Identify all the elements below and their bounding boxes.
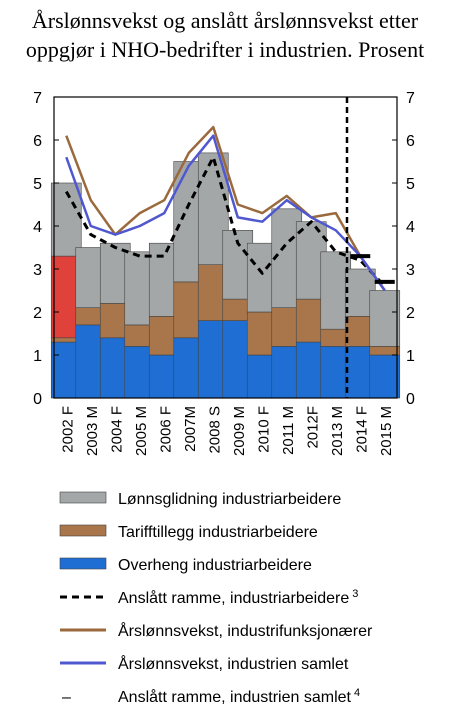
bar-segment-2002-f-s3 (50, 182, 82, 257)
legend-swatch-tarifftillegg-industriarbeidere (59, 524, 107, 537)
legend-label-anslatt-ramme-industrien-samlet: Anslått ramme, industrien samlet 4 (118, 687, 360, 706)
series-line-anslatt-ramme-industriarbeidere (64, 155, 386, 288)
x-tick-label-2012f: 2012F (304, 406, 321, 449)
legend-label-anslatt-ramme-industriarbeidere: Anslått ramme, industriarbeidere 3 (118, 588, 358, 607)
x-tick-label-2013-m: 2013 M (329, 406, 346, 456)
legend-swatch-overheng-industriarbeidere (59, 557, 107, 570)
lines-layer (64, 125, 395, 292)
y-tick-label-right: 1 (406, 348, 415, 365)
y-tick-label-left: 4 (33, 219, 42, 236)
x-tick-label-2015-m: 2015 M (378, 406, 395, 456)
y-tick-label-left: 0 (33, 391, 42, 408)
y-tick-label-right: 3 (406, 262, 415, 279)
legend-label-arsl-nnsvekst-industrifunksjon-rer: Årslønnsvekst, industrifunksjonærer (118, 621, 373, 640)
x-tick-label-2008-s: 2008 S (206, 406, 223, 454)
legend-swatch-l-nnsglidning-industriarbeidere (59, 491, 107, 504)
y-tick-label-right: 7 (406, 90, 415, 107)
x-tick-label-2014-f: 2014 F (353, 406, 370, 453)
series-line-arsl-nnsvekst-industrien-samlet (65, 134, 386, 292)
chart-title-line-1: Årslønnsvekst og anslått årslønnsvekst e… (31, 8, 419, 33)
y-tick-label-right: 0 (406, 391, 415, 408)
legend-label-l-nnsglidning-industriarbeidere: Lønnsglidning industriarbeidere (118, 491, 341, 508)
y-tick-label-left: 3 (33, 262, 42, 279)
x-tick-label-2002-f: 2002 F (59, 406, 76, 453)
y-tick-label-right: 2 (406, 305, 415, 322)
y-tick-label-right: 5 (406, 176, 415, 193)
y-tick-label-left: 2 (33, 305, 42, 322)
y-tick-label-left: 5 (33, 176, 42, 193)
x-tick-label-2004-f: 2004 F (108, 406, 125, 453)
x-tick-label-2011-m: 2011 M (280, 406, 297, 455)
y-tick-label-left: 1 (33, 348, 42, 365)
y-tick-label-left: 6 (33, 133, 42, 150)
y-tick-label-right: 4 (406, 219, 415, 236)
bar-segment-2015-m-s3 (369, 290, 401, 347)
plot-frame (53, 96, 398, 399)
legend-symbol-anslatt-ramme-industrien-samlet: – (62, 689, 71, 706)
bar-segment-2015-m-s0 (369, 354, 401, 399)
x-tick-label-2010-f: 2010 F (255, 406, 272, 453)
legend-superscript: 3 (352, 588, 358, 600)
legend: Lønnsglidning industriarbeidere Tarifftil… (59, 491, 373, 706)
x-tick-label-2005-m: 2005 M (133, 406, 150, 456)
legend-label-arsl-nnsvekst-industrien-samlet: Årslønnsvekst, industrien samlet (118, 654, 349, 673)
chart-title-line-2: oppgjør i NHO-bedrifter i industrien. Pr… (25, 37, 425, 62)
y-tick-label-right: 6 (406, 133, 415, 150)
x-tick-label-2003-m: 2003 M (84, 406, 101, 456)
chart-title: Årslønnsvekst og anslått årslønnsvekst e… (0, 6, 450, 64)
x-tick-label-2009-m: 2009 M (231, 406, 248, 456)
bar-segment-2015-m-s1 (369, 346, 401, 356)
x-tick-label-2006-f: 2006 F (157, 406, 174, 453)
y-tick-label-left: 7 (33, 90, 42, 107)
axes-layer: 0 0 1 1 2 2 3 3 4 4 5 5 6 6 7 7 2002 F 2003 M 2004 F 2005 M… (33, 90, 415, 456)
legend-label-tarifftillegg-industriarbeidere: Tarifftillegg industriarbeidere (118, 524, 318, 541)
legend-superscript: 4 (354, 687, 360, 699)
legend-label-overheng-industriarbeidere: Overheng industriarbeidere (118, 557, 312, 574)
series-line-arsl-nnsvekst-industrifunksjon-rer (65, 125, 386, 292)
x-tick-label-2007m: 2007M (182, 406, 199, 452)
